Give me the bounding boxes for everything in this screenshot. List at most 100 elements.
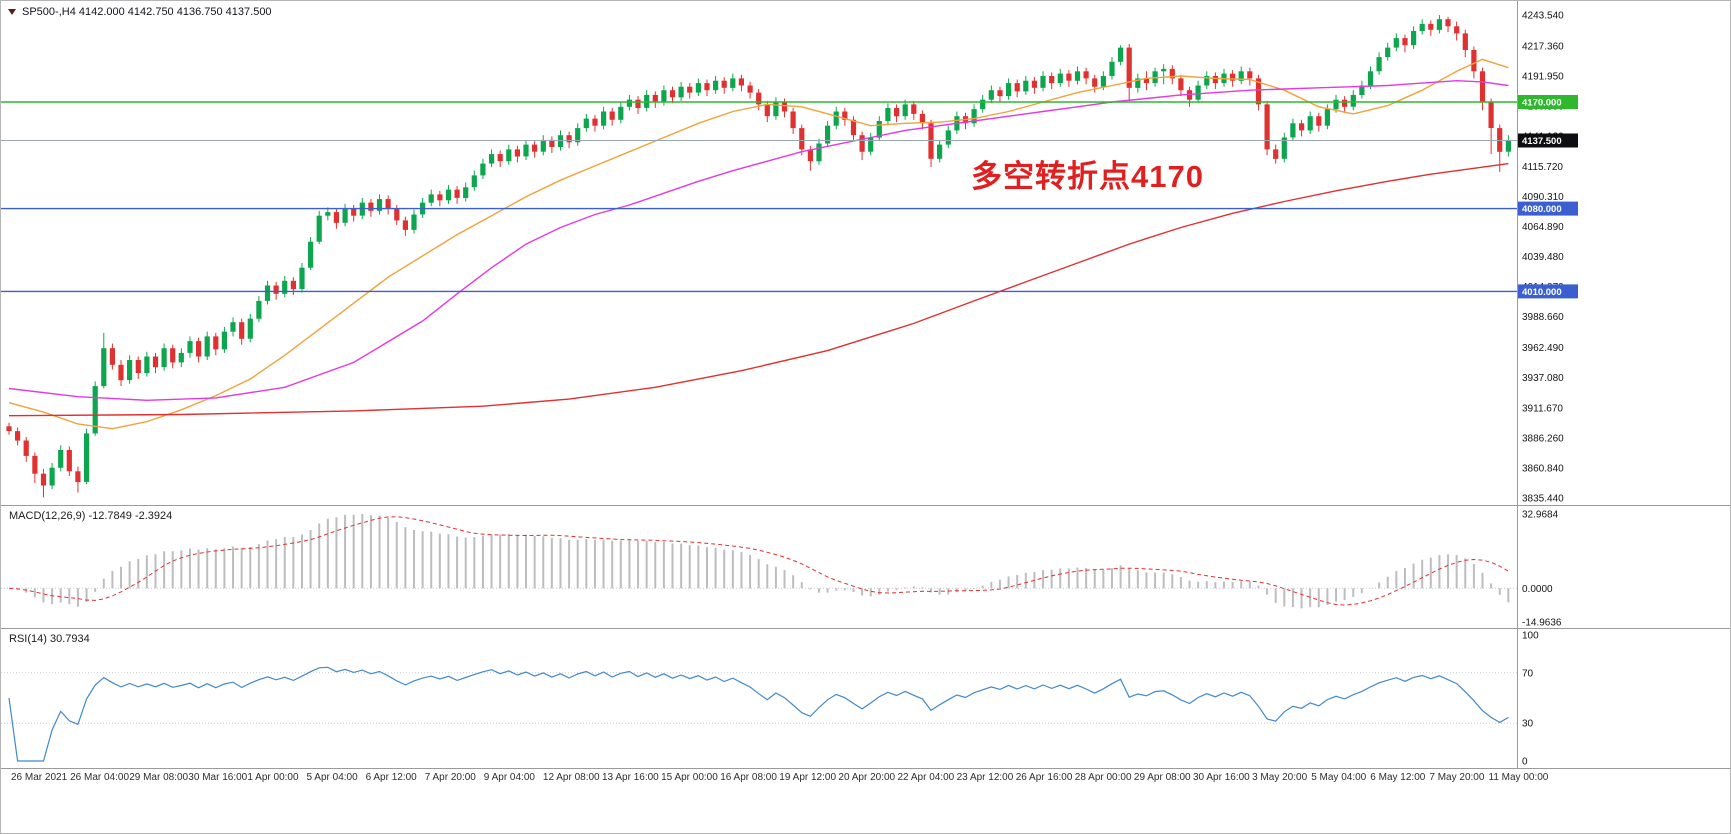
candle-body — [40, 473, 47, 486]
expand-toggle-icon[interactable] — [8, 9, 16, 15]
time-axis-label: 26 Mar 2021 — [11, 772, 68, 783]
candle-body — [299, 267, 305, 289]
candle-body — [497, 154, 503, 162]
candle-body — [92, 386, 98, 434]
price-axis-label: 4243.540 — [1522, 11, 1564, 22]
macd-indicator-title: MACD(12,26,9) -12.7849 -2.3924 — [9, 510, 173, 522]
candle-body — [6, 426, 12, 431]
price-badge-label: 4137.500 — [1522, 136, 1562, 147]
price-axis-label: 3962.490 — [1522, 343, 1564, 354]
candle-body — [178, 352, 184, 363]
candle-body — [1074, 71, 1081, 81]
candle-body — [489, 154, 495, 164]
candle-body — [721, 80, 727, 88]
candle-body — [1385, 47, 1391, 58]
price-line-badge — [1518, 284, 1578, 299]
candle-body — [652, 94, 658, 102]
candle-body — [1316, 116, 1322, 126]
candle-body — [997, 90, 1003, 97]
candle-body — [1212, 76, 1218, 84]
candle-body — [609, 111, 615, 120]
macd-axis-label: -14.9636 — [1522, 618, 1562, 629]
price-line-badge — [1518, 201, 1578, 216]
candle-body — [928, 123, 934, 159]
candle-body — [1350, 94, 1356, 107]
candle-body — [342, 208, 348, 223]
candle-body — [601, 111, 607, 126]
candle-body — [713, 80, 719, 91]
candle-body — [1014, 83, 1020, 92]
time-axis-label: 16 Apr 08:00 — [720, 772, 777, 783]
symbol-ohlc-label: SP500-,H4 4142.000 4142.750 4136.750 413… — [22, 6, 272, 18]
candle-body — [1471, 50, 1477, 72]
candle-body — [1462, 33, 1468, 50]
time-axis-label: 29 Mar 08:00 — [129, 772, 189, 783]
candle-body — [385, 199, 391, 209]
candle-body — [1436, 19, 1442, 30]
time-axis[interactable]: 26 Mar 2021 26 Mar 04:00 29 Mar 08:00 30 Ma… — [1, 769, 1730, 791]
candle-body — [833, 111, 839, 126]
candle-body — [618, 106, 624, 120]
candle-body — [213, 336, 219, 350]
candle-body — [988, 90, 994, 100]
candle-body — [816, 143, 822, 162]
time-axis-label: 30 Apr 16:00 — [1193, 772, 1250, 783]
rsi-axis-label: 30 — [1522, 719, 1534, 730]
price-badge-label: 4010.000 — [1522, 287, 1562, 298]
price-axis-label: 4115.720 — [1522, 162, 1563, 173]
time-axis-label: 23 Apr 12:00 — [956, 772, 1014, 783]
candle-body — [1402, 38, 1408, 46]
chart-canvas[interactable]: 4243.5404217.3604191.9504166.5304141.120… — [1, 1, 1731, 769]
candle-body — [678, 86, 684, 98]
candle-body — [1445, 19, 1451, 27]
candle-body — [669, 90, 676, 98]
candle-body — [135, 360, 141, 373]
candle-body — [902, 104, 908, 117]
candle-body — [1109, 61, 1115, 76]
candle-body — [557, 135, 564, 147]
candle-body — [1393, 38, 1399, 48]
price-line-badge — [1518, 95, 1578, 109]
time-axis-label: 30 Mar 16:00 — [188, 772, 248, 783]
candle-body — [532, 144, 538, 152]
price-axis-label: 3988.660 — [1522, 312, 1564, 323]
candle-body — [747, 85, 753, 93]
candle-body — [454, 189, 460, 198]
candle-body — [1376, 57, 1382, 72]
candle-body — [471, 175, 477, 188]
candle-body — [376, 199, 383, 211]
ma-mid-magenta — [8, 79, 1509, 402]
candle-body — [1126, 47, 1132, 88]
candle-body — [876, 121, 882, 138]
candle-body — [506, 149, 512, 162]
candle-body — [394, 208, 400, 221]
candle-body — [1497, 128, 1503, 152]
candle-body — [1273, 149, 1279, 159]
candle-body — [144, 356, 150, 374]
ma-slow-red — [8, 162, 1509, 417]
candle-body — [308, 241, 314, 268]
time-axis-label: 19 Apr 12:00 — [779, 772, 837, 783]
candle-body — [1419, 23, 1425, 31]
price-axis-label: 4191.950 — [1522, 72, 1564, 83]
candle-body — [592, 118, 598, 126]
candle-body — [1264, 104, 1270, 150]
candle-body — [799, 128, 805, 150]
candle-body — [1505, 140, 1511, 152]
candle-body — [402, 220, 408, 230]
candle-body — [1006, 83, 1012, 97]
candle-body — [282, 280, 288, 294]
candle-body — [549, 139, 555, 147]
annotation-text[interactable]: 多空转折点4170 — [971, 159, 1204, 194]
candle-body — [894, 108, 900, 117]
candle-body — [1367, 71, 1374, 86]
candle-body — [868, 137, 874, 152]
macd-axis-label: 0.0000 — [1522, 584, 1553, 595]
time-axis-label: 1 Apr 00:00 — [247, 772, 299, 783]
candle-body — [1100, 76, 1106, 87]
candle-body — [101, 348, 107, 387]
candle-body — [161, 348, 167, 368]
candle-body — [204, 336, 210, 357]
time-axis-label: 5 Apr 04:00 — [306, 772, 358, 783]
candle-body — [1428, 23, 1434, 30]
